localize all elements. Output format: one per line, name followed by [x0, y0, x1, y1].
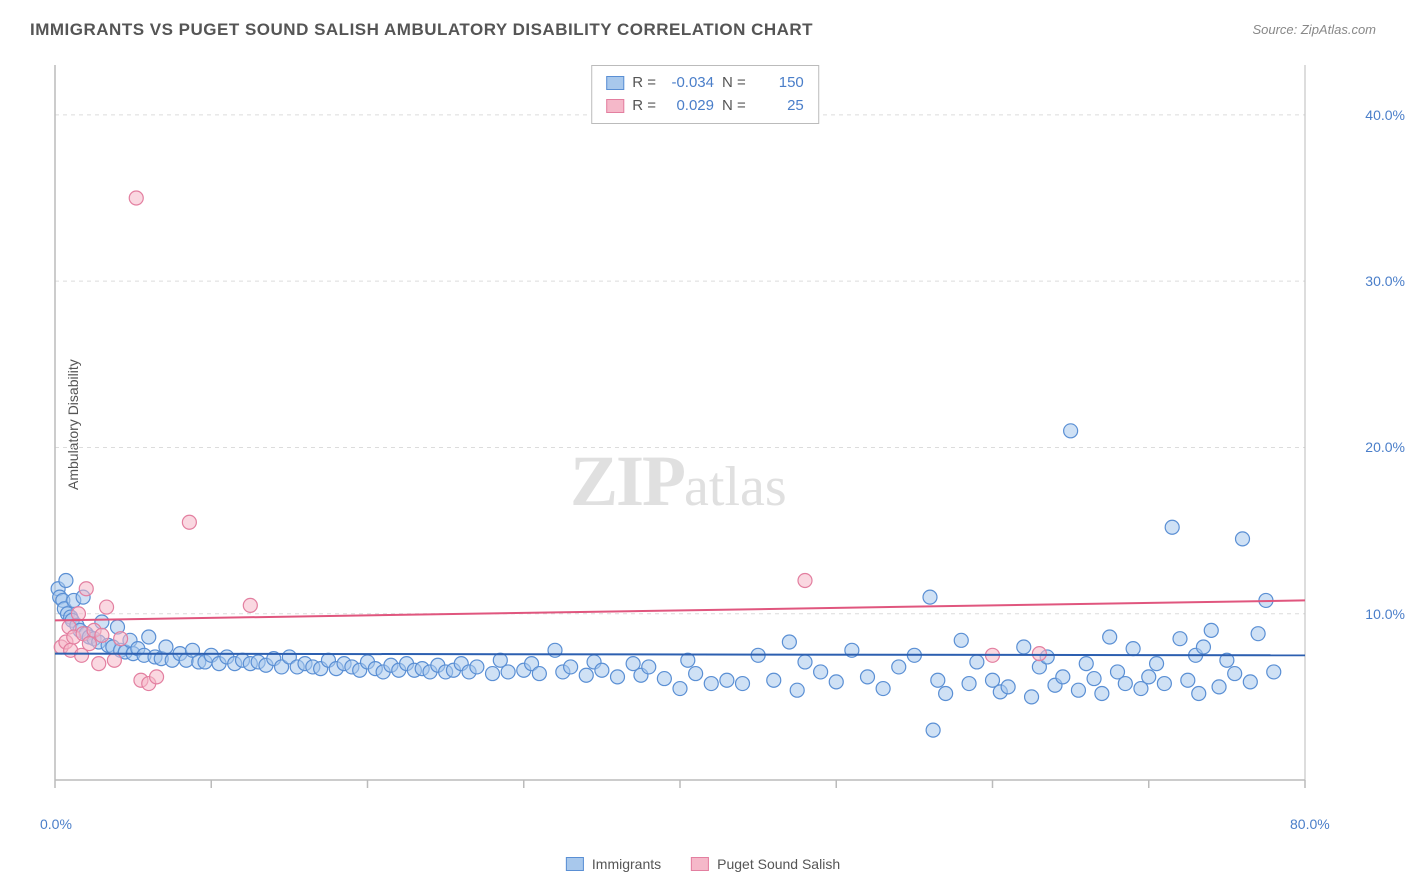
n-value: 25 [754, 95, 804, 118]
y-tick-label: 10.0% [1365, 606, 1405, 622]
r-label: R = [632, 95, 656, 118]
legend-swatch [691, 857, 709, 871]
legend-swatch [566, 857, 584, 871]
bottom-legend: Immigrants Puget Sound Salish [566, 856, 840, 872]
chart-area: Ambulatory Disability ZIPatlas R =-0.034… [50, 60, 1360, 810]
legend-label: Immigrants [592, 856, 661, 872]
r-value: 0.029 [664, 95, 714, 118]
y-tick-label: 40.0% [1365, 107, 1405, 123]
stats-legend-box: R = -0.034 N = 150 R = 0.029 N = 25 [591, 65, 819, 124]
x-tick-label: 0.0% [40, 816, 72, 832]
stats-row: R = 0.029 N = 25 [606, 95, 804, 118]
legend-swatch [606, 99, 624, 113]
n-label: N = [722, 95, 746, 118]
y-tick-label: 20.0% [1365, 439, 1405, 455]
y-tick-label: 30.0% [1365, 273, 1405, 289]
scatter-plot-svg [50, 60, 1360, 810]
source-attribution: Source: ZipAtlas.com [1252, 22, 1376, 37]
n-value: 150 [754, 72, 804, 95]
x-tick-label: 80.0% [1290, 816, 1330, 832]
legend-item: Immigrants [566, 856, 661, 872]
legend-item: Puget Sound Salish [691, 856, 840, 872]
stats-row: R = -0.034 N = 150 [606, 72, 804, 95]
r-label: R = [632, 72, 656, 95]
legend-swatch [606, 76, 624, 90]
r-value: -0.034 [664, 72, 714, 95]
n-label: N = [722, 72, 746, 95]
chart-title: IMMIGRANTS VS PUGET SOUND SALISH AMBULAT… [30, 20, 813, 40]
legend-label: Puget Sound Salish [717, 856, 840, 872]
